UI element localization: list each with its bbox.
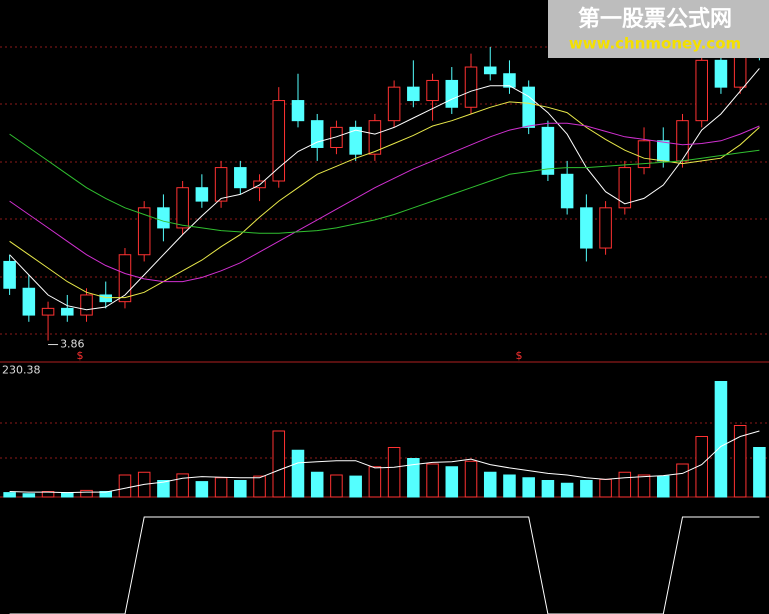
volume-bar [426,463,439,498]
volume-bar [80,489,93,498]
volume-bar [214,477,228,498]
candle-body [676,120,689,162]
watermark-box [548,0,769,58]
candle-body [464,66,478,108]
candle-body [61,307,74,316]
volume-bar [676,463,689,498]
volume-bar [118,474,132,498]
candle-body [41,307,55,316]
candle-body [656,140,670,162]
candle-body [695,59,708,122]
volume-bar [3,492,16,498]
volume-bar [310,471,324,498]
volume-bar [637,474,651,498]
candle-body [176,187,189,229]
candle-body [503,73,516,88]
moving-average [9,101,760,299]
volume-bar [272,430,286,498]
volume-bar [176,473,189,498]
volume-bar [753,447,766,498]
volume-bar [99,491,113,498]
volume-bar [503,474,516,498]
candle-body [407,86,420,102]
candle-body [272,100,286,182]
volume-bar [541,480,555,498]
volume-bar [253,475,266,498]
volume-bar [733,425,747,498]
volume-bar [387,447,401,498]
moving-average [9,68,760,311]
volume-bar [22,493,36,498]
volume-bar [195,481,209,498]
candle-body [22,287,36,316]
volume-bar [61,492,74,498]
marker: $ [516,349,523,362]
candle-body [387,86,401,122]
candle-body [541,126,555,175]
low-label: 3.86 [60,338,85,351]
candle-body [522,86,535,128]
candle-body [445,79,459,108]
candle-body [214,167,228,202]
volume-bar [618,471,632,498]
candle-body [368,120,382,155]
volume-bar [580,480,593,498]
signal-line [9,516,760,614]
volume-bar [483,471,497,498]
moving-average [9,122,760,283]
watermark-title: 第一股票公式网 [578,6,732,32]
volume-average [9,430,760,494]
volume-bar [656,475,670,498]
volume-bar [330,474,343,498]
candle-body [599,207,612,249]
candle-body [291,100,305,122]
candle-body [80,294,93,316]
volume-bar [291,449,305,498]
candle-body [426,79,439,102]
volume-bar [714,381,728,498]
candle-body [99,294,113,303]
volume-bar [599,478,612,498]
candle-body [580,207,593,249]
candle-body [195,187,209,202]
candle-body [483,66,497,75]
candle-body [310,120,324,148]
volume-bar [407,458,420,498]
candle-body [349,126,362,155]
candle-body [618,167,632,209]
volume-bar [560,482,574,498]
watermark-url: www.chnmoney.com [569,35,741,53]
volume-bar [445,466,459,498]
candle-body [137,207,151,256]
candle-body [637,140,651,169]
volume-bar [522,477,535,498]
candle-body [234,167,247,189]
marker: $ [77,349,84,362]
volume-bar [349,475,362,498]
candle-body [714,59,728,88]
volume-bar [368,466,382,498]
candle-body [118,254,132,303]
volume-bar [157,480,170,498]
moving-average [9,133,760,234]
volume-bar [234,480,247,498]
candle-body [560,173,574,209]
candle-body [330,126,343,148]
volume-bar [41,491,55,498]
candle-body [157,207,170,229]
candle-body [3,260,16,289]
volume-bar [464,460,478,498]
volume-tick-label: 230.38 [2,363,41,376]
